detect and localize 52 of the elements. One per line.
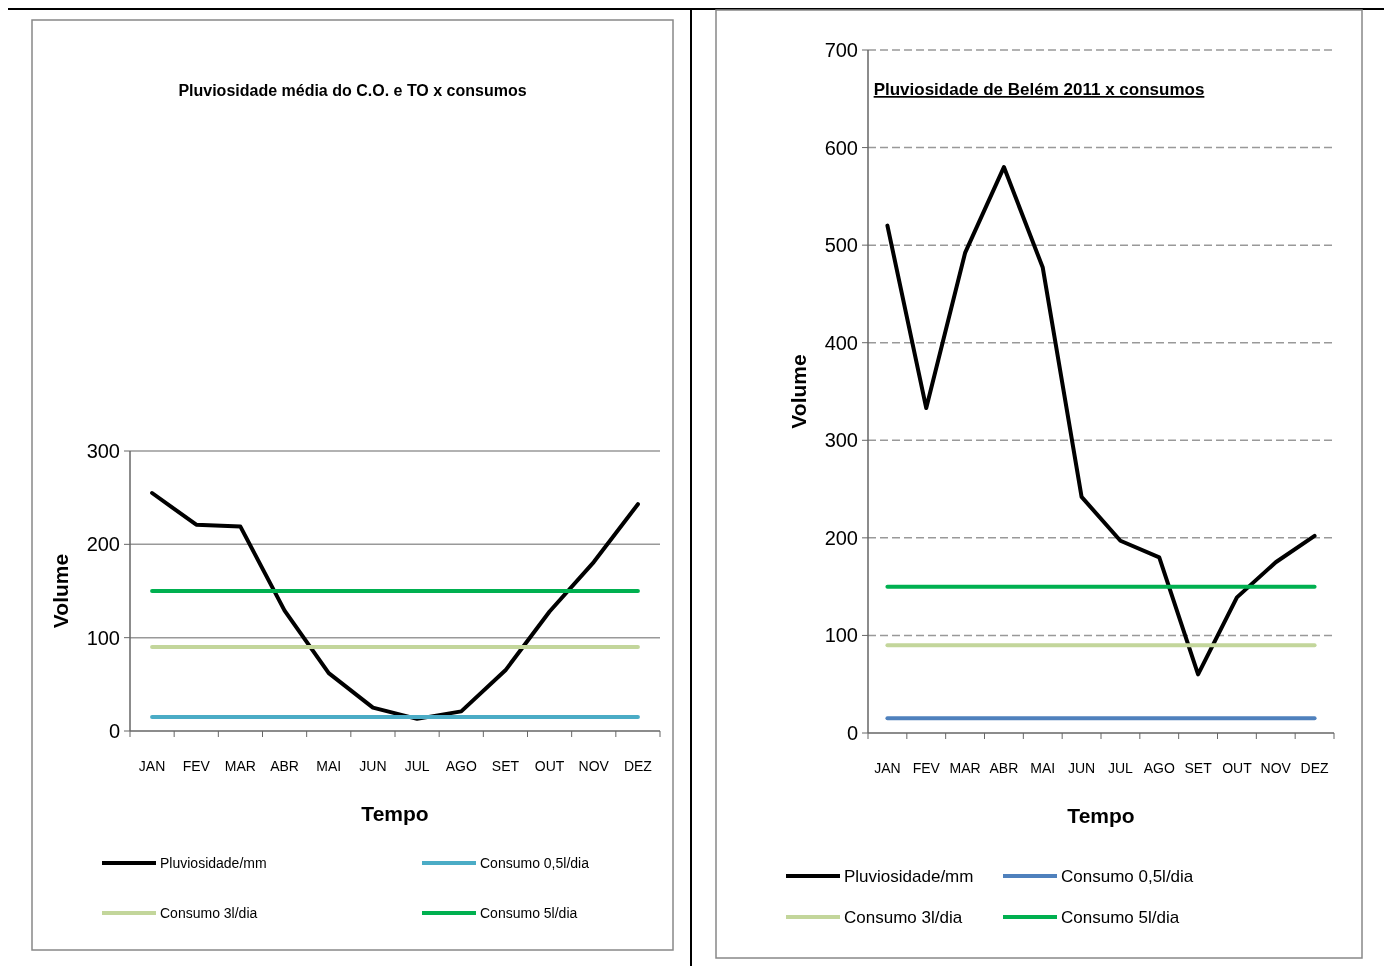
x-axis-title: Tempo xyxy=(361,802,429,825)
y-tick-label: 100 xyxy=(86,626,120,649)
y-tick-label: 200 xyxy=(824,526,858,549)
line-series xyxy=(885,165,1317,677)
x-tick-label: JAN xyxy=(138,758,166,774)
x-tick-label: FEV xyxy=(182,758,211,774)
text: Pluviosidade de Belém 2011 x consumos xyxy=(873,80,1205,99)
legend-label: Consumo 3l/dia xyxy=(844,907,963,927)
y-tick-label: 200 xyxy=(86,533,120,556)
x-tick-label: JUL xyxy=(1107,760,1134,776)
y-tick-label: 700 xyxy=(824,39,858,61)
x-tick-label: ABR xyxy=(270,758,299,774)
y-axis-title: Volume xyxy=(787,354,810,429)
legend-label: Pluviosidade/mm xyxy=(844,866,974,886)
x-tick-label: ABR xyxy=(989,760,1019,776)
x-tick-label: OUT xyxy=(534,758,565,774)
y-tick-label: 300 xyxy=(824,429,858,452)
x-tick-label: DEZ xyxy=(1300,760,1330,776)
legend-label: Consumo 5l/dia xyxy=(480,904,578,921)
x-tick-label: MAR xyxy=(949,760,981,776)
x-tick-label: MAR xyxy=(224,758,256,774)
legend-label: Consumo 0,5l/dia xyxy=(1061,866,1194,886)
y-tick-label: 600 xyxy=(824,136,858,159)
y-tick-label: 0 xyxy=(108,720,120,742)
y-axis-title: Volume xyxy=(49,553,72,629)
line-series xyxy=(150,491,640,721)
x-tick-label: JUN xyxy=(1067,760,1096,776)
x-tick-label: NOV xyxy=(578,758,610,774)
legend-label: Pluviosidade/mm xyxy=(160,854,267,871)
x-tick-label: FEV xyxy=(912,760,941,776)
y-tick-label: 0 xyxy=(846,722,858,744)
legend-label: Consumo 3l/dia xyxy=(160,904,258,921)
x-tick-label: DEZ xyxy=(623,758,653,774)
x-tick-label: SET xyxy=(491,758,520,774)
x-tick-label: JUL xyxy=(404,758,430,774)
x-tick-label: AGO xyxy=(445,758,477,774)
x-tick-label: NOV xyxy=(1260,760,1292,776)
legend-label: Consumo 5l/dia xyxy=(1061,907,1180,927)
y-tick-label: 500 xyxy=(824,234,858,257)
x-axis-title: Tempo xyxy=(1067,804,1135,827)
x-tick-label: JAN xyxy=(874,760,901,776)
y-tick-label: 100 xyxy=(824,624,858,647)
x-tick-label: JUN xyxy=(359,758,387,774)
legend-label: Consumo 0,5l/dia xyxy=(480,854,590,871)
y-tick-label: 300 xyxy=(86,440,120,462)
x-tick-label: OUT xyxy=(1222,760,1253,776)
x-tick-label: AGO xyxy=(1143,760,1175,776)
chart-title: Pluviosidade média do C.O. e TO x consumos xyxy=(178,82,527,99)
x-tick-label: SET xyxy=(1184,760,1213,776)
y-tick-label: 400 xyxy=(824,331,858,354)
x-tick-label: MAI xyxy=(316,758,342,774)
x-tick-label: MAI xyxy=(1030,760,1056,776)
